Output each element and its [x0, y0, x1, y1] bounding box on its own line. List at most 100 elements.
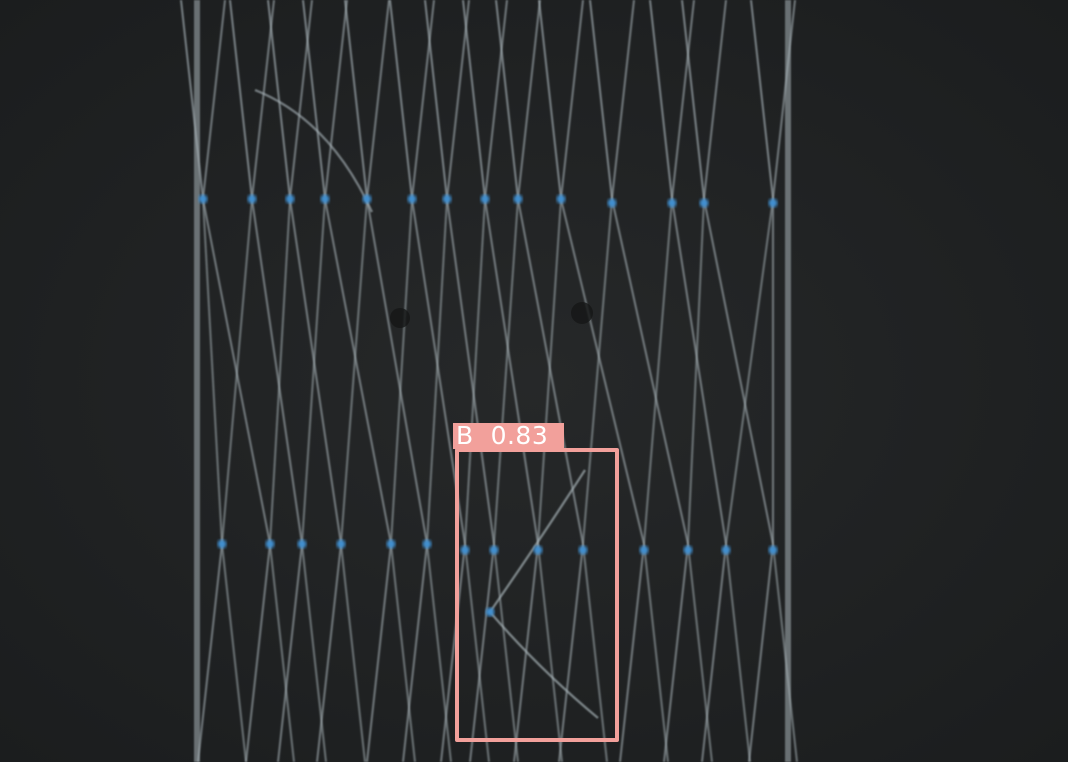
- filament: [244, 543, 272, 762]
- filament: [747, 543, 775, 762]
- filament: [581, 198, 614, 545]
- filament: [220, 198, 254, 545]
- filament: [365, 0, 391, 200]
- marker-dot: [639, 545, 649, 555]
- filament: [288, 198, 343, 545]
- hole-mark: [571, 302, 593, 324]
- filament: [339, 198, 369, 545]
- filament: [445, 198, 496, 545]
- marker-dot: [533, 545, 543, 555]
- filament: [724, 543, 752, 762]
- filament: [536, 543, 564, 762]
- filament: [343, 0, 369, 200]
- filament: [642, 543, 670, 762]
- filament: [686, 543, 714, 762]
- filament-mesh: [179, 0, 799, 762]
- marker-dot: [683, 545, 693, 555]
- filament: [702, 198, 775, 545]
- filament: [423, 0, 449, 200]
- filament: [648, 0, 674, 200]
- filament: [610, 0, 636, 200]
- filament: [250, 0, 276, 200]
- filament: [686, 198, 706, 545]
- filament: [771, 0, 797, 200]
- filament: [276, 543, 304, 762]
- filament: [559, 0, 585, 200]
- filament: [771, 543, 799, 762]
- filament: [702, 0, 728, 200]
- marker-dot: [578, 545, 588, 555]
- marker-dot: [489, 545, 499, 555]
- filament: [228, 0, 254, 200]
- filament: [749, 0, 775, 200]
- filament: [339, 543, 367, 762]
- filament: [670, 198, 728, 545]
- marker-dot: [265, 539, 275, 549]
- hole-mark: [390, 308, 410, 328]
- marker-dot: [198, 194, 208, 204]
- filament: [300, 198, 327, 545]
- filament: [610, 198, 690, 545]
- filament: [516, 0, 542, 200]
- detection-box: [455, 448, 619, 742]
- filament: [724, 198, 775, 545]
- filament: [401, 543, 429, 762]
- marker-dot: [285, 194, 295, 204]
- marker-dot: [320, 194, 330, 204]
- filament: [670, 0, 696, 200]
- filament: [425, 543, 453, 762]
- marker-dot: [407, 194, 417, 204]
- filament: [288, 0, 314, 200]
- marker-dot: [667, 198, 677, 208]
- marker-dot: [699, 198, 709, 208]
- filament: [461, 0, 487, 200]
- filament: [365, 198, 429, 545]
- filament: [268, 543, 296, 762]
- filament: [425, 198, 449, 545]
- filament: [179, 0, 205, 200]
- marker-dot: [721, 545, 731, 555]
- filament: [463, 198, 487, 545]
- filament: [483, 198, 540, 545]
- filament: [680, 0, 706, 200]
- marker-dot: [768, 198, 778, 208]
- marker-dot: [480, 194, 490, 204]
- filament: [201, 0, 227, 200]
- marker-dot: [362, 194, 372, 204]
- marker-dot: [556, 194, 566, 204]
- filament: [388, 0, 414, 200]
- marker-dot: [336, 539, 346, 549]
- filament: [468, 543, 496, 762]
- filament: [581, 543, 609, 762]
- filament: [559, 198, 646, 545]
- filament: [323, 0, 349, 200]
- filament: [301, 0, 327, 200]
- filament: [618, 543, 646, 762]
- marker-dot: [442, 194, 452, 204]
- filament: [642, 198, 674, 545]
- marker-dot: [513, 194, 523, 204]
- filament: [220, 543, 248, 762]
- marker-dot: [422, 539, 432, 549]
- filament: [439, 543, 467, 762]
- filament: [410, 0, 436, 200]
- filament: [201, 198, 224, 545]
- filament: [365, 543, 393, 762]
- filament: [315, 543, 343, 762]
- filament: [266, 0, 292, 200]
- detection-confidence: 0.83: [490, 421, 549, 450]
- filament: [537, 0, 563, 200]
- filament: [268, 198, 292, 545]
- filament: [662, 543, 690, 762]
- filament: [489, 611, 599, 719]
- filament: [445, 0, 471, 200]
- filament: [492, 198, 520, 545]
- filament: [483, 0, 509, 200]
- marker-dot: [607, 198, 617, 208]
- marker-dot: [297, 539, 307, 549]
- detection-label: B 0.83: [453, 423, 564, 449]
- filament: [389, 543, 417, 762]
- filament: [536, 198, 563, 545]
